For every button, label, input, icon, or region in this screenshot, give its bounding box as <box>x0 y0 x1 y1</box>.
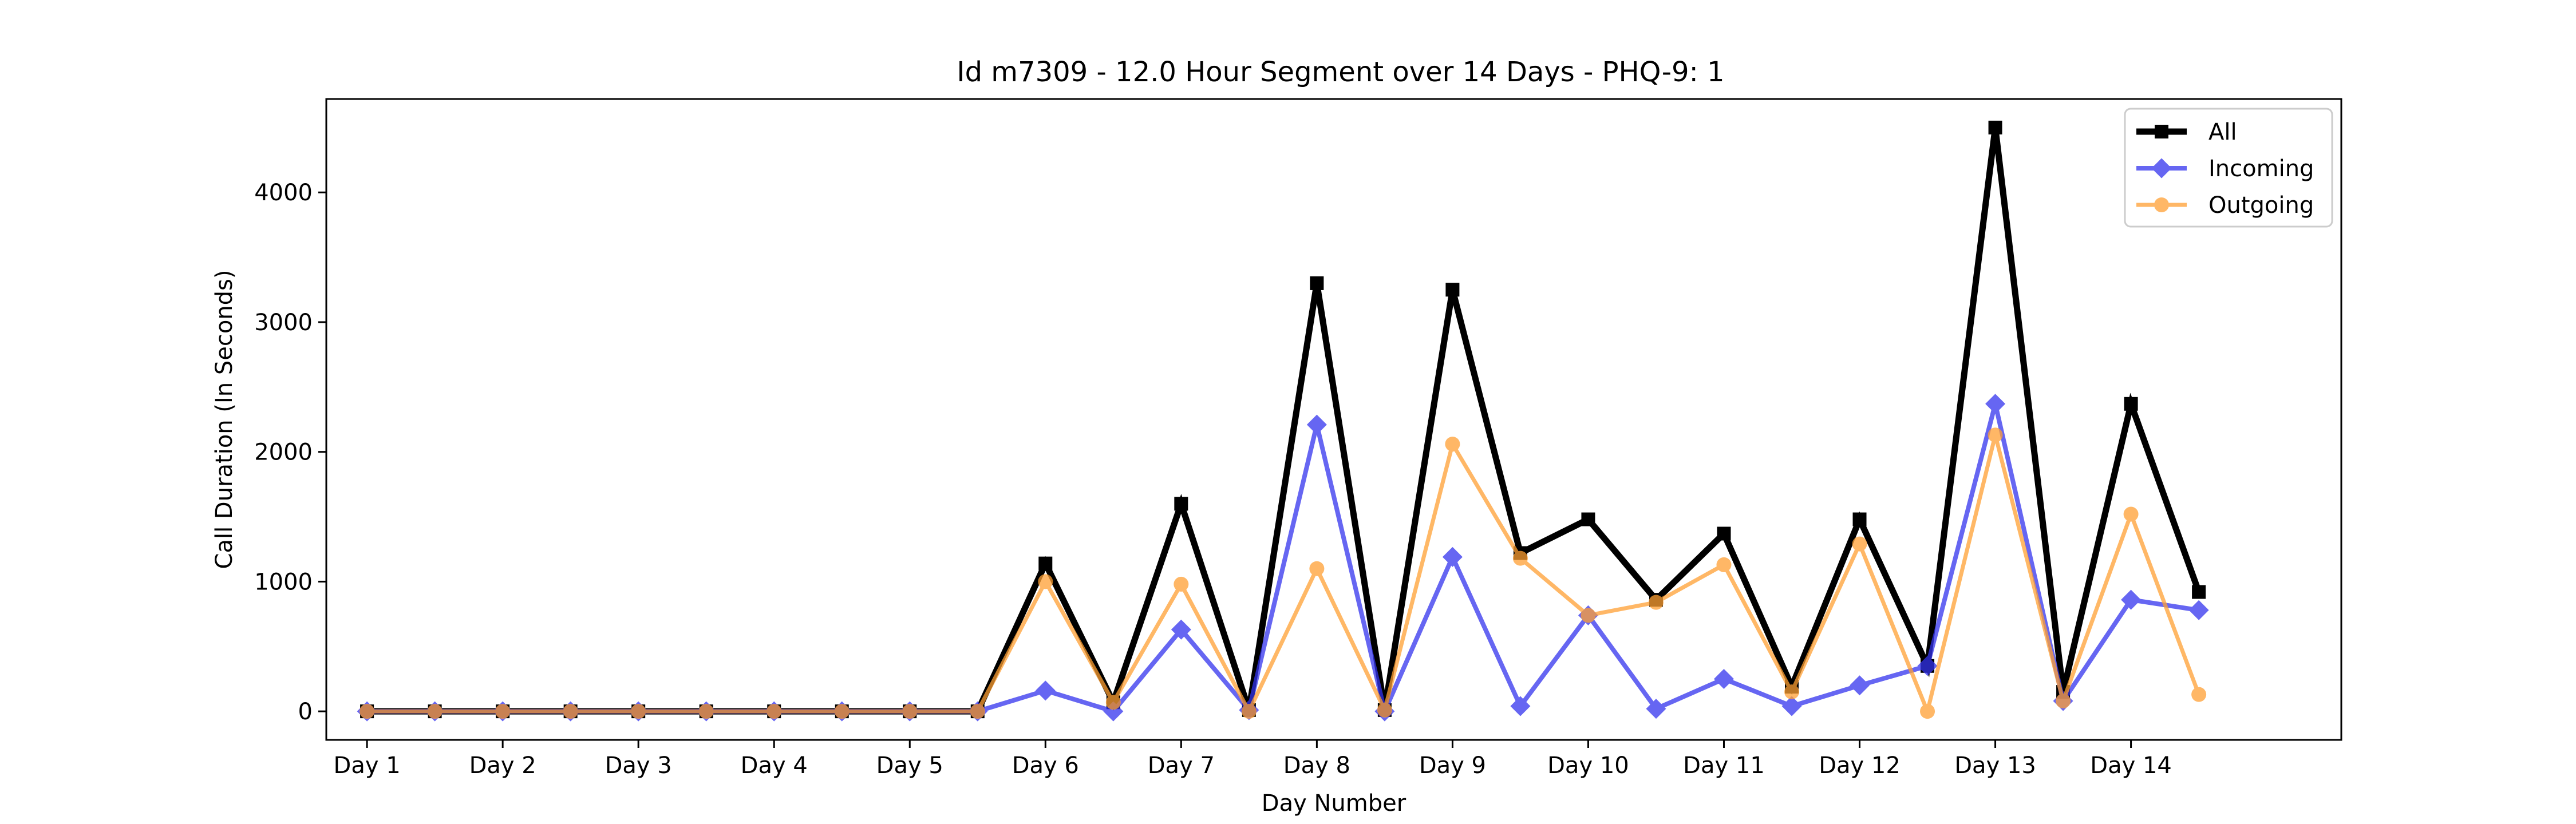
data-point <box>1105 695 1121 710</box>
data-point <box>2123 506 2139 522</box>
data-point <box>698 704 714 719</box>
legend-item <box>2136 197 2187 212</box>
data-point <box>1309 561 1325 576</box>
x-tick-label: Day 1 <box>334 752 401 779</box>
data-point <box>1781 696 1802 716</box>
plot-frame <box>325 98 2342 741</box>
data-point <box>359 704 375 719</box>
x-tick-label: Day 9 <box>1419 752 1486 779</box>
data-point <box>1581 608 1596 623</box>
data-point <box>1038 574 1053 589</box>
y-tick-label: 2000 <box>254 439 313 466</box>
data-point <box>1445 283 1460 297</box>
data-point <box>767 704 782 719</box>
data-point <box>2121 589 2142 610</box>
y-axis: 0 1000 2000 3000 4000 <box>254 180 326 725</box>
data-point <box>834 704 850 719</box>
series-line <box>367 434 2201 718</box>
data-point <box>1581 512 1595 526</box>
series-outgoing <box>359 427 2207 719</box>
x-axis: Day 1 Day 2 Day 3 Day 4 Day 5 Day 6 Day 7 Day 8… <box>334 740 2172 779</box>
data-point <box>563 704 578 719</box>
data-point <box>1174 576 1189 592</box>
data-point <box>1850 675 1870 696</box>
data-point <box>2124 397 2138 411</box>
data-point <box>2188 600 2209 620</box>
data-point <box>1717 526 1731 541</box>
data-point <box>1917 656 1938 676</box>
data-point <box>1171 619 1191 640</box>
plot-area <box>357 120 2209 722</box>
data-point <box>1988 427 2003 443</box>
data-point <box>1713 668 1734 689</box>
data-point <box>1310 276 1324 290</box>
chart-title: Id m7309 - 12.0 Hour Segment over 14 Day… <box>957 56 1724 88</box>
legend-box <box>2124 108 2333 228</box>
data-point <box>2191 687 2207 702</box>
x-tick-label: Day 12 <box>1819 752 1901 779</box>
data-point <box>2192 585 2206 599</box>
data-point <box>1512 550 1528 566</box>
data-point <box>2056 693 2071 708</box>
x-tick-label: Day 2 <box>469 752 536 779</box>
legend-item <box>2136 158 2187 179</box>
data-point <box>1174 497 1188 511</box>
data-point <box>970 704 985 719</box>
x-tick-label: Day 14 <box>2090 752 2172 779</box>
legend-item <box>2136 125 2187 138</box>
data-point <box>1716 557 1732 572</box>
x-tick-label: Day 8 <box>1283 752 1350 779</box>
legend-label: All <box>2208 119 2237 145</box>
legend-marker <box>2155 125 2168 138</box>
data-point <box>1377 702 1392 718</box>
data-point <box>631 704 646 719</box>
x-tick-label: Day 4 <box>741 752 808 779</box>
data-point <box>1442 546 1463 567</box>
series-incoming <box>357 394 2209 722</box>
data-point <box>1035 680 1056 701</box>
data-point <box>1852 536 1867 552</box>
data-point <box>1445 437 1460 452</box>
series-all <box>360 120 2206 719</box>
x-tick-label: Day 13 <box>1954 752 2036 779</box>
data-point <box>495 704 511 719</box>
data-point <box>1920 704 1935 719</box>
data-point <box>1510 696 1531 716</box>
y-tick-label: 4000 <box>254 180 313 206</box>
legend: All Incoming Outgoing <box>2124 108 2333 228</box>
legend-marker <box>2154 197 2169 212</box>
legend-label: Incoming <box>2208 156 2314 182</box>
legend-marker <box>2151 158 2172 179</box>
data-point <box>1306 414 1327 435</box>
x-tick-label: Day 5 <box>876 752 943 779</box>
data-point <box>1852 512 1867 526</box>
x-tick-label: Day 10 <box>1547 752 1629 779</box>
data-point <box>902 704 918 719</box>
x-tick-label: Day 3 <box>605 752 672 779</box>
x-tick-label: Day 6 <box>1012 752 1079 779</box>
y-tick-label: 0 <box>298 699 313 725</box>
data-point <box>1241 704 1257 719</box>
x-tick-label: Day 7 <box>1148 752 1215 779</box>
x-axis-label: Day Number <box>1262 790 1406 817</box>
y-tick-label: 3000 <box>254 310 313 336</box>
data-point <box>1784 684 1799 700</box>
series-line <box>367 127 2202 715</box>
data-point <box>1985 394 2006 414</box>
x-tick-label: Day 11 <box>1683 752 1765 779</box>
data-point <box>1648 595 1664 610</box>
data-point <box>1038 556 1053 571</box>
data-point <box>427 704 442 719</box>
legend-label: Outgoing <box>2208 192 2314 219</box>
data-point <box>1646 699 1666 719</box>
y-axis-label: Call Duration (In Seconds) <box>211 270 238 569</box>
data-point <box>1988 120 2002 134</box>
y-tick-label: 1000 <box>254 569 313 595</box>
